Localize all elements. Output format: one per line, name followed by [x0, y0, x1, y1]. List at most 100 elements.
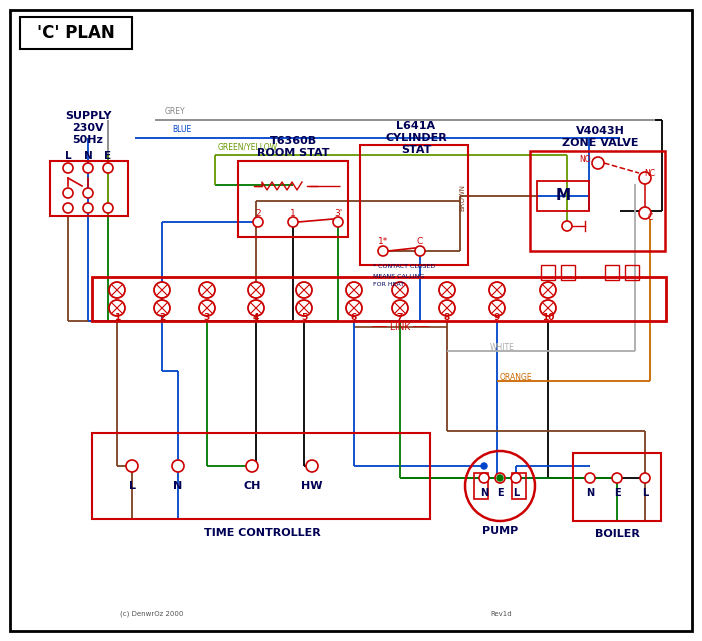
Bar	[92, 277, 666, 321]
Bar	[50, 161, 128, 216]
Circle shape	[497, 475, 503, 481]
Text: TIME CONTROLLER: TIME CONTROLLER	[204, 528, 320, 538]
Circle shape	[109, 300, 125, 316]
Circle shape	[248, 300, 264, 316]
Text: 230V: 230V	[72, 123, 104, 133]
Text: 9: 9	[494, 313, 501, 322]
Circle shape	[495, 473, 505, 483]
Text: 3: 3	[204, 313, 210, 322]
Circle shape	[346, 300, 362, 316]
Text: WHITE: WHITE	[490, 342, 515, 351]
Bar	[605, 265, 619, 280]
Circle shape	[392, 282, 408, 298]
Text: ─── LINK ───: ─── LINK ───	[371, 322, 429, 331]
Text: M: M	[555, 188, 571, 203]
Text: E: E	[614, 488, 621, 498]
Text: (c) DenwrOz 2000: (c) DenwrOz 2000	[120, 611, 183, 617]
Text: CH: CH	[244, 481, 260, 491]
Bar	[20, 17, 132, 49]
Circle shape	[439, 282, 455, 298]
Bar	[360, 145, 468, 265]
Text: 'C' PLAN: 'C' PLAN	[37, 24, 115, 42]
Circle shape	[439, 300, 455, 316]
Circle shape	[378, 246, 388, 256]
Circle shape	[83, 188, 93, 198]
Text: GREEN/YELLOW: GREEN/YELLOW	[218, 142, 278, 151]
Circle shape	[296, 282, 312, 298]
Text: ZONE VALVE: ZONE VALVE	[562, 138, 638, 148]
Text: L: L	[128, 481, 135, 491]
Bar	[530, 151, 665, 251]
Text: ORANGE: ORANGE	[500, 372, 533, 381]
Text: 3': 3'	[334, 208, 342, 217]
Circle shape	[154, 300, 170, 316]
Circle shape	[511, 473, 521, 483]
Bar	[238, 161, 348, 237]
Text: E: E	[105, 151, 112, 161]
Text: FOR HEAT: FOR HEAT	[373, 283, 404, 288]
Circle shape	[253, 217, 263, 227]
Text: E: E	[497, 488, 503, 498]
Circle shape	[392, 300, 408, 316]
Text: T6360B: T6360B	[270, 136, 317, 146]
Circle shape	[540, 300, 556, 316]
Text: N: N	[84, 151, 93, 161]
Text: 6: 6	[351, 313, 357, 322]
Circle shape	[481, 463, 487, 469]
Circle shape	[246, 460, 258, 472]
Text: PUMP: PUMP	[482, 526, 518, 536]
Text: C: C	[417, 238, 423, 247]
Text: GREY: GREY	[165, 107, 185, 116]
Bar	[561, 265, 575, 280]
Text: 1*: 1*	[378, 238, 388, 247]
Text: SUPPLY: SUPPLY	[65, 111, 111, 121]
Bar	[625, 265, 639, 280]
Circle shape	[415, 246, 425, 256]
Text: 1: 1	[290, 208, 296, 217]
Circle shape	[346, 282, 362, 298]
Text: V4043H: V4043H	[576, 126, 625, 136]
Text: * CONTACT CLOSED: * CONTACT CLOSED	[373, 265, 435, 269]
Circle shape	[248, 282, 264, 298]
Circle shape	[63, 163, 73, 173]
Circle shape	[482, 463, 486, 469]
Bar	[92, 433, 430, 519]
Text: NC: NC	[644, 169, 656, 178]
Circle shape	[103, 203, 113, 213]
Text: 50Hz: 50Hz	[72, 135, 103, 145]
Circle shape	[296, 300, 312, 316]
Circle shape	[479, 473, 489, 483]
Text: 2: 2	[256, 208, 261, 217]
Circle shape	[103, 163, 113, 173]
Text: 5: 5	[301, 313, 307, 322]
Text: L: L	[65, 151, 72, 161]
Text: STAT: STAT	[401, 145, 431, 155]
Circle shape	[333, 217, 343, 227]
Text: N: N	[480, 488, 488, 498]
Circle shape	[109, 282, 125, 298]
Text: 2: 2	[159, 313, 165, 322]
Circle shape	[126, 460, 138, 472]
Text: N: N	[173, 481, 183, 491]
Circle shape	[154, 282, 170, 298]
Text: BLUE: BLUE	[172, 125, 191, 134]
Bar	[541, 265, 555, 280]
Circle shape	[199, 282, 215, 298]
Text: Rev1d: Rev1d	[490, 611, 512, 617]
Circle shape	[639, 172, 651, 184]
Circle shape	[592, 157, 604, 169]
Circle shape	[199, 300, 215, 316]
Circle shape	[63, 203, 73, 213]
Bar	[512, 473, 526, 499]
Text: L: L	[642, 488, 648, 498]
Circle shape	[540, 282, 556, 298]
Circle shape	[489, 300, 505, 316]
Text: MEANS CALLING: MEANS CALLING	[373, 274, 424, 278]
Circle shape	[83, 203, 93, 213]
Circle shape	[612, 473, 622, 483]
Text: HW: HW	[301, 481, 323, 491]
Circle shape	[63, 188, 73, 198]
Text: 10: 10	[542, 313, 554, 322]
Circle shape	[172, 460, 184, 472]
Circle shape	[639, 207, 651, 219]
